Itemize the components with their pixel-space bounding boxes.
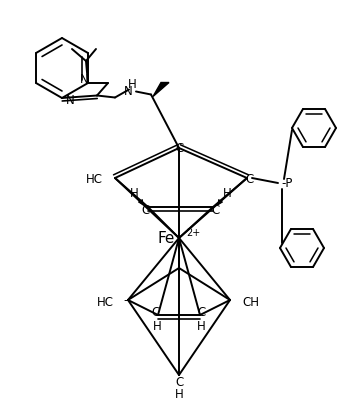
Text: 2+: 2+ — [186, 228, 200, 238]
Text: H: H — [175, 388, 183, 400]
Text: C: C — [198, 307, 206, 319]
Text: C: C — [212, 204, 220, 216]
Text: C: C — [175, 141, 183, 154]
Text: H: H — [197, 319, 205, 332]
Text: N: N — [124, 85, 132, 98]
Polygon shape — [153, 82, 169, 96]
Text: N: N — [79, 73, 88, 86]
Text: H: H — [127, 78, 136, 91]
Text: C: C — [152, 307, 160, 319]
Text: CH: CH — [242, 295, 259, 309]
Text: H: H — [130, 187, 139, 199]
Text: C: C — [141, 204, 149, 216]
Text: Fe: Fe — [158, 230, 175, 246]
Text: H: H — [153, 319, 161, 332]
Text: C: C — [175, 377, 183, 389]
Text: N: N — [66, 94, 74, 106]
Text: HC: HC — [97, 295, 114, 309]
Text: HC: HC — [86, 173, 103, 185]
Text: C: C — [245, 173, 253, 185]
Text: -: - — [124, 295, 128, 307]
Text: -P: -P — [281, 176, 292, 190]
Text: H: H — [223, 187, 231, 199]
